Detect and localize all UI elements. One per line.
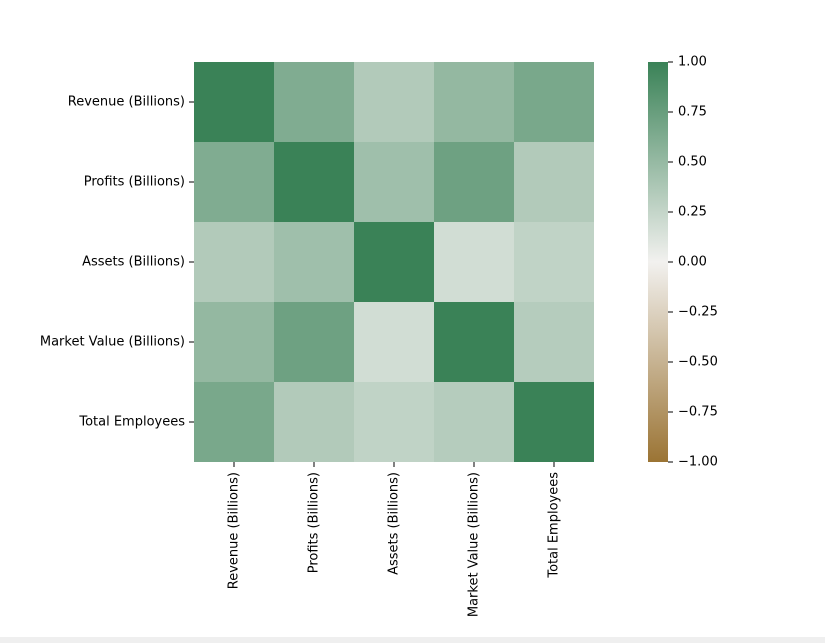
heatmap-cell [354, 142, 434, 222]
heatmap-cell [434, 302, 514, 382]
row-label: Market Value (Billions) [40, 335, 185, 350]
colorbar-tick-label: 0.50 [678, 155, 707, 170]
heatmap-cell [274, 302, 354, 382]
colorbar-tick-label: −0.50 [678, 355, 718, 370]
heatmap-cell [514, 62, 594, 142]
heatmap-cell [274, 62, 354, 142]
column-label: Revenue (Billions) [227, 472, 242, 589]
row-label: Profits (Billions) [84, 175, 185, 190]
heatmap-cell [274, 142, 354, 222]
heatmap-cell [434, 382, 514, 462]
colorbar-tick-label: 1.00 [678, 55, 707, 70]
column-label: Profits (Billions) [307, 472, 322, 573]
heatmap-cell [274, 222, 354, 302]
heatmap-cell [354, 302, 434, 382]
colorbar-ticks: 1.00 0.75 0.50 0.25 0.00 −0.25 −0.50 −0.75 −1.00 [668, 55, 718, 470]
row-label: Revenue (Billions) [68, 95, 185, 110]
colorbar [648, 62, 668, 462]
colorbar-tick-label: 0.00 [678, 255, 707, 270]
bottom-scrollbar-track [0, 637, 825, 643]
column-labels: Revenue (Billions) Profits (Billions) Asse… [227, 462, 562, 617]
heatmap-cell [354, 222, 434, 302]
heatmap-cell [514, 222, 594, 302]
row-label: Assets (Billions) [82, 255, 185, 270]
heatmap-cell [194, 382, 274, 462]
heatmap-cell [434, 62, 514, 142]
column-label: Assets (Billions) [387, 472, 402, 575]
heatmap-cell [434, 142, 514, 222]
colorbar-tick-label: −0.75 [678, 405, 718, 420]
heatmap-cell [514, 302, 594, 382]
colorbar-tick-label: 0.75 [678, 105, 707, 120]
heatmap-cell [514, 142, 594, 222]
heatmap-cell [194, 222, 274, 302]
colorbar-tick-label: −0.25 [678, 305, 718, 320]
colorbar-tick-label: 0.25 [678, 205, 707, 220]
heatmap-cell [434, 222, 514, 302]
column-label: Market Value (Billions) [467, 472, 482, 617]
heatmap-cell [274, 382, 354, 462]
heatmap-cell [194, 62, 274, 142]
colorbar-tick-label: −1.00 [678, 455, 718, 470]
column-label: Total Employees [547, 472, 562, 579]
heatmap-cell [354, 62, 434, 142]
heatmap-cell [194, 142, 274, 222]
heatmap-cell [194, 302, 274, 382]
heatmap-cell [514, 382, 594, 462]
heatmap-cells [194, 62, 594, 462]
heatmap-cell [354, 382, 434, 462]
row-label: Total Employees [78, 415, 185, 430]
row-labels: Revenue (Billions) Profits (Billions) Asse… [40, 95, 194, 430]
